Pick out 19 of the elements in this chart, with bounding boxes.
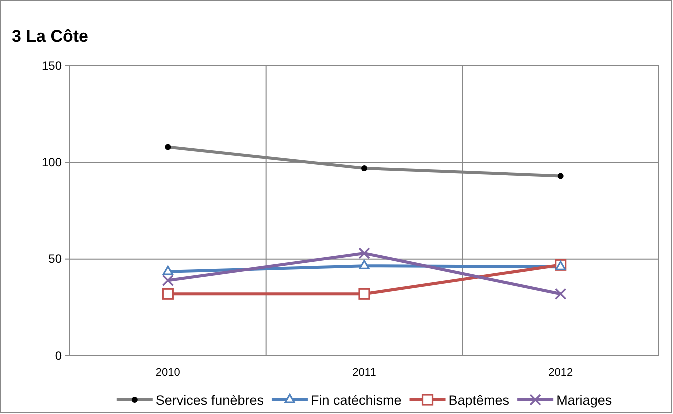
x-tick-label: 2010 — [156, 366, 180, 379]
legend-label: Mariages — [556, 393, 612, 408]
y-tick-label: 50 — [48, 252, 62, 266]
point — [554, 288, 567, 300]
point — [162, 266, 174, 276]
point — [162, 274, 174, 286]
point — [162, 288, 174, 300]
y-tick-label: 100 — [42, 156, 62, 170]
point — [359, 260, 370, 270]
y-tick-label: 0 — [55, 348, 62, 363]
x-tick-label: 2012 — [548, 366, 574, 379]
legend-label: Baptêmes — [448, 393, 510, 408]
point — [358, 248, 370, 260]
legend-label: Services funèbres — [156, 393, 264, 408]
point — [358, 288, 370, 300]
x-tick-label: 2011 — [352, 366, 376, 379]
y-tick-label: 150 — [42, 58, 62, 73]
chart-title: 3 La Côte — [12, 27, 89, 46]
legend-label: Fin catéchisme — [310, 393, 402, 408]
